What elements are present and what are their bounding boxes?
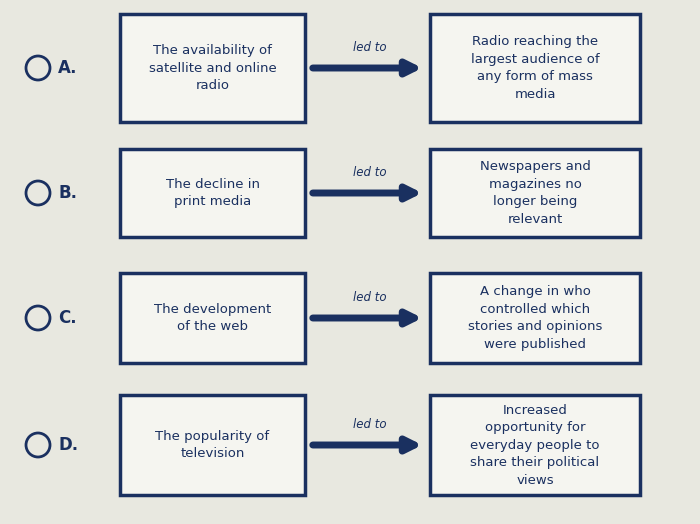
Circle shape	[26, 433, 50, 457]
Circle shape	[26, 181, 50, 205]
Text: D.: D.	[58, 436, 78, 454]
Circle shape	[26, 306, 50, 330]
FancyBboxPatch shape	[430, 149, 640, 237]
Text: The availability of
satellite and online
radio: The availability of satellite and online…	[148, 44, 276, 92]
FancyBboxPatch shape	[430, 395, 640, 495]
FancyBboxPatch shape	[120, 273, 305, 363]
Text: led to: led to	[354, 166, 387, 179]
FancyBboxPatch shape	[430, 14, 640, 122]
Text: led to: led to	[354, 418, 387, 431]
FancyArrowPatch shape	[313, 439, 414, 451]
Text: The popularity of
television: The popularity of television	[155, 430, 270, 460]
FancyBboxPatch shape	[120, 395, 305, 495]
Text: Newspapers and
magazines no
longer being
relevant: Newspapers and magazines no longer being…	[480, 160, 590, 226]
Text: The development
of the web: The development of the web	[154, 303, 271, 333]
Circle shape	[26, 56, 50, 80]
Text: C.: C.	[58, 309, 76, 327]
Text: led to: led to	[354, 291, 387, 304]
FancyBboxPatch shape	[120, 14, 305, 122]
Text: B.: B.	[58, 184, 77, 202]
FancyBboxPatch shape	[430, 273, 640, 363]
Text: The decline in
print media: The decline in print media	[165, 178, 260, 208]
FancyArrowPatch shape	[313, 187, 414, 199]
FancyArrowPatch shape	[313, 62, 414, 74]
Text: Radio reaching the
largest audience of
any form of mass
media: Radio reaching the largest audience of a…	[470, 35, 599, 101]
Text: A change in who
controlled which
stories and opinions
were published: A change in who controlled which stories…	[468, 285, 602, 351]
FancyArrowPatch shape	[313, 312, 414, 324]
Text: Increased
opportunity for
everyday people to
share their political
views: Increased opportunity for everyday peopl…	[470, 403, 600, 486]
FancyBboxPatch shape	[120, 149, 305, 237]
Text: led to: led to	[354, 41, 387, 54]
Text: A.: A.	[58, 59, 78, 77]
